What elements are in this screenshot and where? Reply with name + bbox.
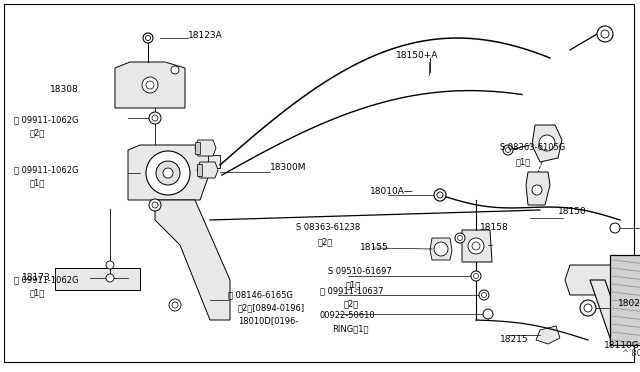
Circle shape [169,299,181,311]
Circle shape [468,238,484,254]
Text: S 08363-6105G: S 08363-6105G [500,144,565,153]
Polygon shape [128,145,210,200]
Text: 18158: 18158 [480,224,509,232]
Text: Ⓝ 09911-1062G: Ⓝ 09911-1062G [14,115,79,125]
Polygon shape [462,230,492,262]
Circle shape [149,199,161,211]
Polygon shape [565,265,640,295]
Text: 18150: 18150 [558,208,587,217]
Circle shape [601,30,609,38]
Circle shape [146,81,154,89]
Circle shape [152,202,158,208]
Circle shape [483,309,493,319]
Circle shape [106,274,114,282]
Text: 〈1〉: 〈1〉 [30,289,45,298]
Text: 18215: 18215 [500,336,529,344]
Circle shape [156,161,180,185]
Circle shape [163,168,173,178]
Bar [610,255,640,345]
Text: Ⓑ 08146-6165G: Ⓑ 08146-6165G [228,291,293,299]
Circle shape [434,242,448,256]
Circle shape [471,271,481,281]
Polygon shape [197,162,218,178]
Polygon shape [197,164,202,176]
Circle shape [610,223,620,233]
Polygon shape [208,155,220,168]
Polygon shape [115,62,185,108]
Text: 18308: 18308 [50,86,79,94]
Text: 〈2〉: 〈2〉 [318,237,333,247]
Text: Ⓝ 09911-10637: Ⓝ 09911-10637 [320,286,383,295]
Circle shape [434,189,446,201]
Circle shape [146,151,190,195]
Text: ^'80^ 0P04: ^'80^ 0P04 [622,349,640,358]
Circle shape [437,192,443,198]
Circle shape [106,261,114,269]
Text: 18155: 18155 [360,244,388,253]
Text: 〈2〉: 〈2〉 [30,128,45,138]
Text: Ⓝ 09911-1062G: Ⓝ 09911-1062G [14,166,79,174]
Text: 18300M: 18300M [270,164,307,173]
Text: 18021: 18021 [618,299,640,308]
Polygon shape [155,200,230,320]
Text: RING〈1〉: RING〈1〉 [332,324,369,334]
Circle shape [584,304,592,312]
Text: 〈2〉: 〈2〉 [344,299,359,308]
Polygon shape [590,280,625,338]
Circle shape [503,145,513,155]
Polygon shape [430,238,452,260]
Text: 〈1〉: 〈1〉 [346,280,361,289]
Text: 〈1〉: 〈1〉 [516,157,531,167]
Text: S 09510-61697: S 09510-61697 [328,267,392,276]
Circle shape [142,77,158,93]
Circle shape [172,302,178,308]
Circle shape [597,26,613,42]
Circle shape [145,35,150,41]
Circle shape [539,135,555,151]
Text: 18123A: 18123A [188,32,223,41]
Text: 00922-50610: 00922-50610 [320,311,376,321]
Circle shape [455,233,465,243]
Polygon shape [532,125,562,162]
Circle shape [171,66,179,74]
Text: 18110G: 18110G [604,341,640,350]
Text: 〈2〉[0894-0196]: 〈2〉[0894-0196] [238,304,305,312]
Polygon shape [536,326,560,344]
Text: S 08363-61238: S 08363-61238 [296,224,360,232]
Circle shape [152,115,158,121]
Polygon shape [195,140,216,156]
Circle shape [479,290,489,300]
Text: Ⓝ 09911-1062G: Ⓝ 09911-1062G [14,276,79,285]
Polygon shape [55,268,140,290]
Polygon shape [195,142,200,154]
Circle shape [143,33,153,43]
Circle shape [472,242,480,250]
Text: 18150+A: 18150+A [396,51,438,61]
Text: 18173: 18173 [22,273,51,282]
Circle shape [532,185,542,195]
Polygon shape [526,172,550,205]
Circle shape [506,148,511,153]
Text: 〈1〉: 〈1〉 [30,179,45,187]
Circle shape [149,112,161,124]
Circle shape [580,300,596,316]
Text: 18010D[0196-: 18010D[0196- [238,317,298,326]
Text: 18010A—: 18010A— [370,187,414,196]
